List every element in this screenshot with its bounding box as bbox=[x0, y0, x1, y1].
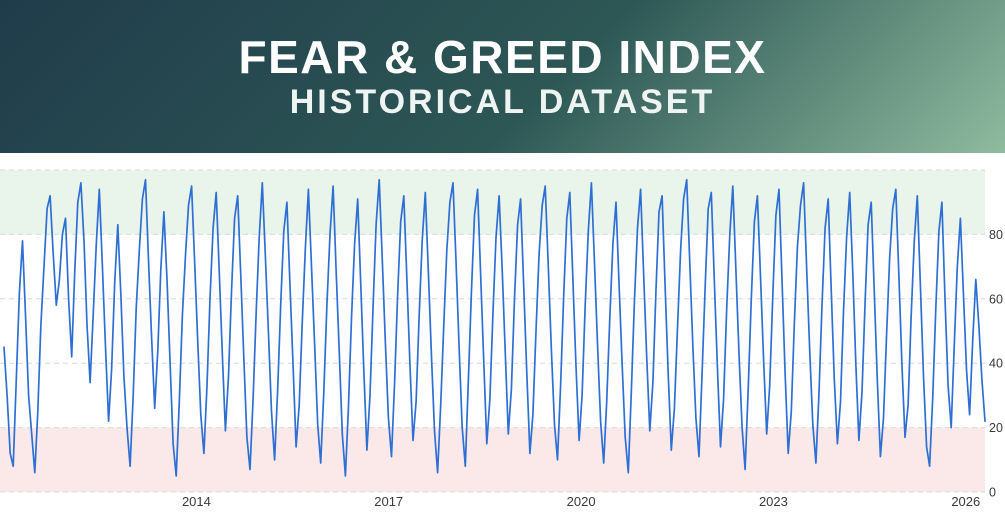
page-title: FEAR & GREED INDEX bbox=[238, 30, 767, 83]
y-axis-tick-label: 60 bbox=[989, 292, 1003, 306]
y-axis-tick-label: 20 bbox=[989, 421, 1003, 435]
header-banner: FEAR & GREED INDEX HISTORICAL DATASET bbox=[0, 0, 1005, 153]
x-axis-tick-label: 2020 bbox=[567, 494, 596, 509]
y-axis-tick-label: 80 bbox=[989, 228, 1003, 242]
fear-greed-chart: 80 60 40 20 0 2014 2017 2020 2023 2026 bbox=[0, 153, 1005, 518]
page-subtitle: HISTORICAL DATASET bbox=[289, 82, 716, 121]
y-axis-tick-label: 40 bbox=[989, 357, 1003, 371]
x-axis-tick-label: 2014 bbox=[182, 494, 211, 509]
fear-zone-band bbox=[0, 427, 985, 492]
fear-greed-chart-svg: 80 60 40 20 0 2014 2017 2020 2023 2026 bbox=[0, 169, 1003, 509]
index-line bbox=[3, 178, 986, 477]
x-axis-tick-label: 2026 bbox=[951, 494, 980, 509]
y-axis-tick-label: 0 bbox=[989, 486, 996, 500]
x-axis-tick-label: 2017 bbox=[374, 494, 403, 509]
x-axis-tick-label: 2023 bbox=[759, 494, 788, 509]
